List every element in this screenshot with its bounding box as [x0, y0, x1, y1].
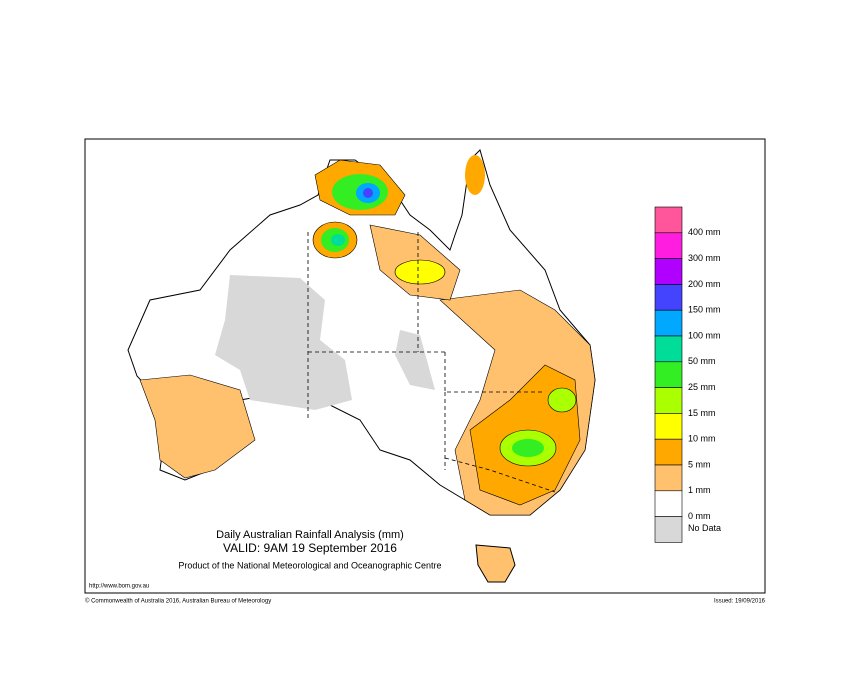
- rain-area: [547, 387, 577, 413]
- legend-label: 25 mm: [688, 382, 716, 392]
- legend-swatch: [654, 490, 683, 517]
- rain-area: [394, 259, 446, 285]
- legend-swatch: [654, 361, 683, 388]
- copyright: © Commonwealth of Australia 2016, Austra…: [85, 598, 271, 605]
- legend-label: No Data: [688, 523, 721, 533]
- rain-area: [139, 374, 256, 479]
- issued-date: Issued: 19/09/2016: [714, 599, 766, 605]
- tasmania: [475, 544, 516, 583]
- legend-label: 300 mm: [688, 253, 721, 263]
- legend-swatch: [654, 413, 683, 440]
- rain-area: [363, 188, 373, 198]
- no-data-area: [395, 330, 435, 390]
- url: http://www.bom.gov.au: [89, 584, 149, 590]
- legend-swatch: [654, 232, 683, 259]
- legend-label: 100 mm: [688, 330, 721, 340]
- legend-swatch: [654, 284, 683, 311]
- legend-label: 50 mm: [688, 356, 716, 366]
- no-data-area: [215, 275, 352, 410]
- legend-label: 0 mm: [688, 511, 711, 521]
- australia-map: [127, 149, 596, 583]
- legend-label: 150 mm: [688, 305, 721, 315]
- legend-swatch: [654, 516, 683, 543]
- legend-label: 15 mm: [688, 408, 716, 418]
- legend-label: 10 mm: [688, 434, 716, 444]
- legend-swatch: [654, 258, 683, 285]
- rain-area: [465, 155, 485, 195]
- legend-swatch: [654, 387, 683, 414]
- legend-label: 400 mm: [688, 227, 721, 237]
- rain-area: [331, 234, 345, 246]
- legend-swatch: [654, 206, 683, 234]
- legend-label: 5 mm: [688, 459, 711, 469]
- valid-time: VALID: 9AM 19 September 2016: [223, 541, 397, 555]
- legend-swatch: [654, 335, 683, 363]
- legend-swatch: [654, 438, 683, 466]
- legend-label: 200 mm: [688, 279, 721, 289]
- legend-swatch: [654, 309, 683, 337]
- state-borders: [307, 232, 556, 493]
- product-note: Product of the National Meteorological a…: [178, 560, 441, 570]
- rain-area: [512, 439, 544, 457]
- map-title: Daily Australian Rainfall Analysis (mm): [216, 529, 404, 541]
- legend-label: 1 mm: [688, 485, 711, 495]
- legend-swatch: [654, 464, 683, 492]
- legend: 400 mm 300 mm 200 mm 150 mm 100 mm 50 mm 25 mm…: [654, 206, 721, 543]
